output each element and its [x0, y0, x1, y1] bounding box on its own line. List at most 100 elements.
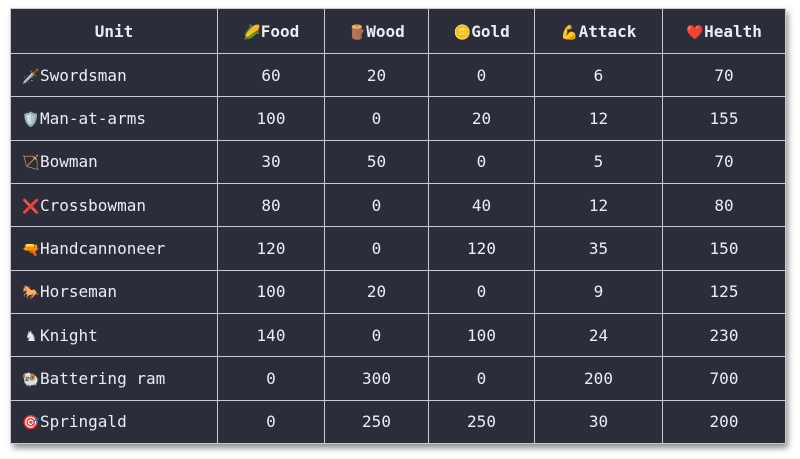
food-cell: 60: [217, 52, 325, 98]
food-cell: 120: [217, 226, 325, 271]
attack-cell: 30: [534, 399, 663, 445]
health-cell: 230: [662, 312, 786, 358]
unit-cell: 🐏Battering ram: [10, 356, 218, 401]
cross-mark-icon: ❌: [22, 198, 40, 215]
wood-cell: 250: [324, 399, 429, 445]
unit-cell: 🐎Horseman: [10, 269, 218, 314]
health-cell: 155: [662, 96, 786, 141]
attack-cell: 12: [534, 96, 663, 141]
gold-cell: 250: [428, 399, 535, 445]
food-cell: 140: [217, 312, 325, 358]
gold-cell: 40: [428, 182, 535, 228]
health-cell: 80: [662, 182, 786, 228]
header-food: 🌽Food: [217, 8, 325, 54]
header-food-label: Food: [260, 21, 300, 41]
food-cell: 100: [217, 96, 325, 141]
wood-cell: 0: [324, 226, 429, 271]
unit-name: Swordsman: [40, 65, 127, 85]
attack-cell: 12: [534, 182, 663, 228]
horse-icon: 🐎: [22, 285, 40, 302]
wood-cell: 300: [324, 356, 429, 401]
header-gold: 🪙Gold: [428, 8, 535, 54]
wood-cell: 0: [324, 312, 429, 358]
health-cell: 700: [662, 356, 786, 401]
wood-cell: 0: [324, 96, 429, 141]
header-health: ❤️Health: [662, 8, 786, 54]
wood-cell: 50: [324, 139, 429, 184]
wood-cell: 20: [324, 269, 429, 314]
food-cell: 100: [217, 269, 325, 314]
table-row: 🛡️Man-at-arms 100 0 20 12 155: [10, 96, 786, 141]
flexed-biceps-icon: 💪: [560, 24, 579, 41]
food-cell: 30: [217, 139, 325, 184]
table-row: 🐏Battering ram 0 300 0 200 700: [10, 356, 786, 401]
attack-cell: 200: [534, 356, 663, 401]
unit-name: Springald: [40, 412, 127, 432]
unit-stats-table-frame: Unit 🌽Food 🪵Wood 🪙Gold 💪Attack ❤️Health …: [10, 8, 786, 445]
table-row: ♞ Knight 140 0 100 24 230: [10, 312, 786, 358]
health-cell: 70: [662, 52, 786, 98]
table-row: 🎯Springald 0 250 250 30 200: [10, 399, 786, 445]
pistol-icon: 🔫: [22, 241, 40, 258]
unit-cell: 🏹Bowman: [10, 139, 218, 184]
gold-cell: 0: [428, 356, 535, 401]
unit-cell: ♞ Knight: [10, 312, 218, 358]
gold-cell: 100: [428, 312, 535, 358]
bow-and-arrow-icon: 🏹: [22, 155, 40, 172]
wood-cell: 0: [324, 182, 429, 228]
ram-icon: 🐏: [22, 371, 40, 388]
food-cell: 0: [217, 356, 325, 401]
wood-log-icon: 🪵: [348, 24, 366, 41]
dagger-icon: 🗡️: [22, 68, 40, 85]
header-wood: 🪵Wood: [324, 8, 429, 54]
unit-name: Man-at-arms: [40, 108, 146, 128]
unit-name: Handcannoneer: [40, 238, 166, 258]
header-attack: 💪Attack: [534, 8, 663, 54]
attack-cell: 5: [534, 139, 663, 184]
corn-icon: 🌽: [243, 24, 261, 41]
food-cell: 0: [217, 399, 325, 445]
attack-cell: 35: [534, 226, 663, 271]
gold-coin-icon: 🪙: [453, 24, 471, 41]
red-heart-icon: ❤️: [686, 24, 704, 41]
unit-cell: ❌Crossbowman: [10, 182, 218, 228]
unit-cell: 🎯Springald: [10, 399, 218, 445]
unit-name: Horseman: [40, 282, 118, 302]
attack-cell: 9: [534, 269, 663, 314]
unit-name: Knight: [40, 325, 98, 345]
food-cell: 80: [217, 182, 325, 228]
health-cell: 125: [662, 269, 786, 314]
table-row: 🔫Handcannoneer 120 0 120 35 150: [10, 226, 786, 271]
header-health-label: Health: [704, 21, 762, 41]
table-row: 🗡️Swordsman 60 20 0 6 70: [10, 52, 786, 98]
unit-name: Battering ram: [40, 368, 166, 388]
unit-cell: 🗡️Swordsman: [10, 52, 218, 98]
health-cell: 150: [662, 226, 786, 271]
unit-stats-table: Unit 🌽Food 🪵Wood 🪙Gold 💪Attack ❤️Health …: [10, 8, 786, 445]
header-unit-label: Unit: [94, 21, 134, 41]
table-row: 🏹Bowman 30 50 0 5 70: [10, 139, 786, 184]
header-attack-label: Attack: [578, 21, 637, 41]
header-wood-label: Wood: [366, 21, 405, 41]
table-header-row: Unit 🌽Food 🪵Wood 🪙Gold 💪Attack ❤️Health: [10, 8, 786, 54]
header-gold-label: Gold: [471, 21, 510, 41]
unit-cell: 🛡️Man-at-arms: [10, 96, 218, 141]
gold-cell: 120: [428, 226, 535, 271]
unit-cell: 🔫Handcannoneer: [10, 226, 218, 271]
table-row: ❌Crossbowman 80 0 40 12 80: [10, 182, 786, 228]
unit-name: Bowman: [40, 152, 98, 172]
unit-name: Crossbowman: [40, 195, 146, 215]
header-unit: Unit: [10, 8, 218, 54]
health-cell: 200: [662, 399, 786, 445]
gold-cell: 0: [428, 139, 535, 184]
gold-cell: 20: [428, 96, 535, 141]
attack-cell: 6: [534, 52, 663, 98]
wood-cell: 20: [324, 52, 429, 98]
health-cell: 70: [662, 139, 786, 184]
gold-cell: 0: [428, 52, 535, 98]
shield-icon: 🛡️: [22, 111, 40, 128]
chess-knight-icon: ♞: [24, 328, 38, 345]
table-row: 🐎Horseman 100 20 0 9 125: [10, 269, 786, 314]
target-icon: 🎯: [22, 415, 40, 432]
attack-cell: 24: [534, 312, 663, 358]
